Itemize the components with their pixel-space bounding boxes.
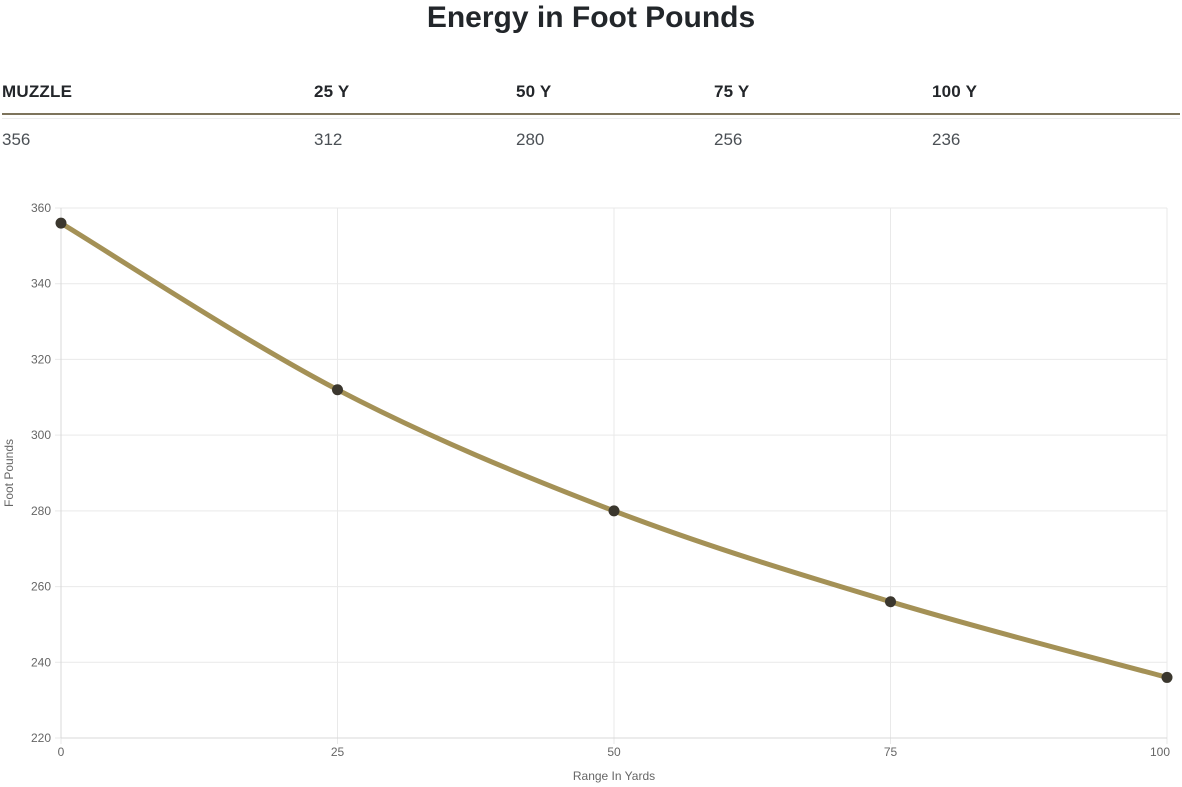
x-tick-label: 0 — [58, 745, 65, 759]
table-value-cell: 256 — [714, 130, 743, 149]
y-tick-label: 340 — [31, 277, 51, 291]
data-point-marker — [55, 217, 67, 229]
y-tick-label: 300 — [31, 428, 51, 442]
table-header-cell: 50 Y — [516, 82, 552, 101]
x-tick-label: 25 — [331, 745, 345, 759]
y-tick-label: 240 — [31, 655, 51, 669]
energy-table: MUZZLE 25 Y 50 Y 75 Y 100 Y 356 312 280 256 236 — [2, 82, 1180, 150]
table-value-row: 356 312 280 256 236 — [2, 119, 1180, 150]
table-divider — [2, 118, 1180, 119]
table-value-cell: 280 — [516, 130, 545, 149]
y-tick-label: 260 — [31, 580, 51, 594]
energy-line-chart[interactable]: 220 240 260 280 300 320 340 360 0 25 50 75 100 Foot P… — [0, 195, 1182, 787]
y-tick-label: 220 — [31, 731, 51, 745]
data-point-marker — [885, 596, 896, 608]
data-point-marker — [608, 505, 620, 517]
page-title: Energy in Foot Pounds — [426, 1, 756, 34]
table-header-cell: 25 Y — [314, 82, 350, 101]
x-tick-label: 100 — [1150, 745, 1170, 759]
x-tick-label: 75 — [884, 745, 898, 759]
table-header-cell: 100 Y — [932, 82, 978, 101]
y-axis-title: Foot Pounds — [2, 439, 16, 507]
data-point-marker — [332, 384, 343, 396]
x-axis-title: Range In Yards — [573, 769, 655, 783]
data-point-marker — [1161, 671, 1173, 683]
table-value-cell: 236 — [932, 130, 961, 149]
y-tick-label: 280 — [31, 504, 51, 518]
y-tick-label: 320 — [31, 352, 51, 366]
table-header-cell: MUZZLE — [2, 82, 73, 101]
table-value-cell: 312 — [314, 130, 343, 149]
x-tick-label: 50 — [607, 745, 621, 759]
table-header-cell: 75 Y — [714, 82, 750, 101]
table-value-cell: 356 — [2, 130, 31, 149]
table-header-row: MUZZLE 25 Y 50 Y 75 Y 100 Y — [2, 82, 1180, 115]
y-tick-label: 360 — [31, 201, 51, 215]
